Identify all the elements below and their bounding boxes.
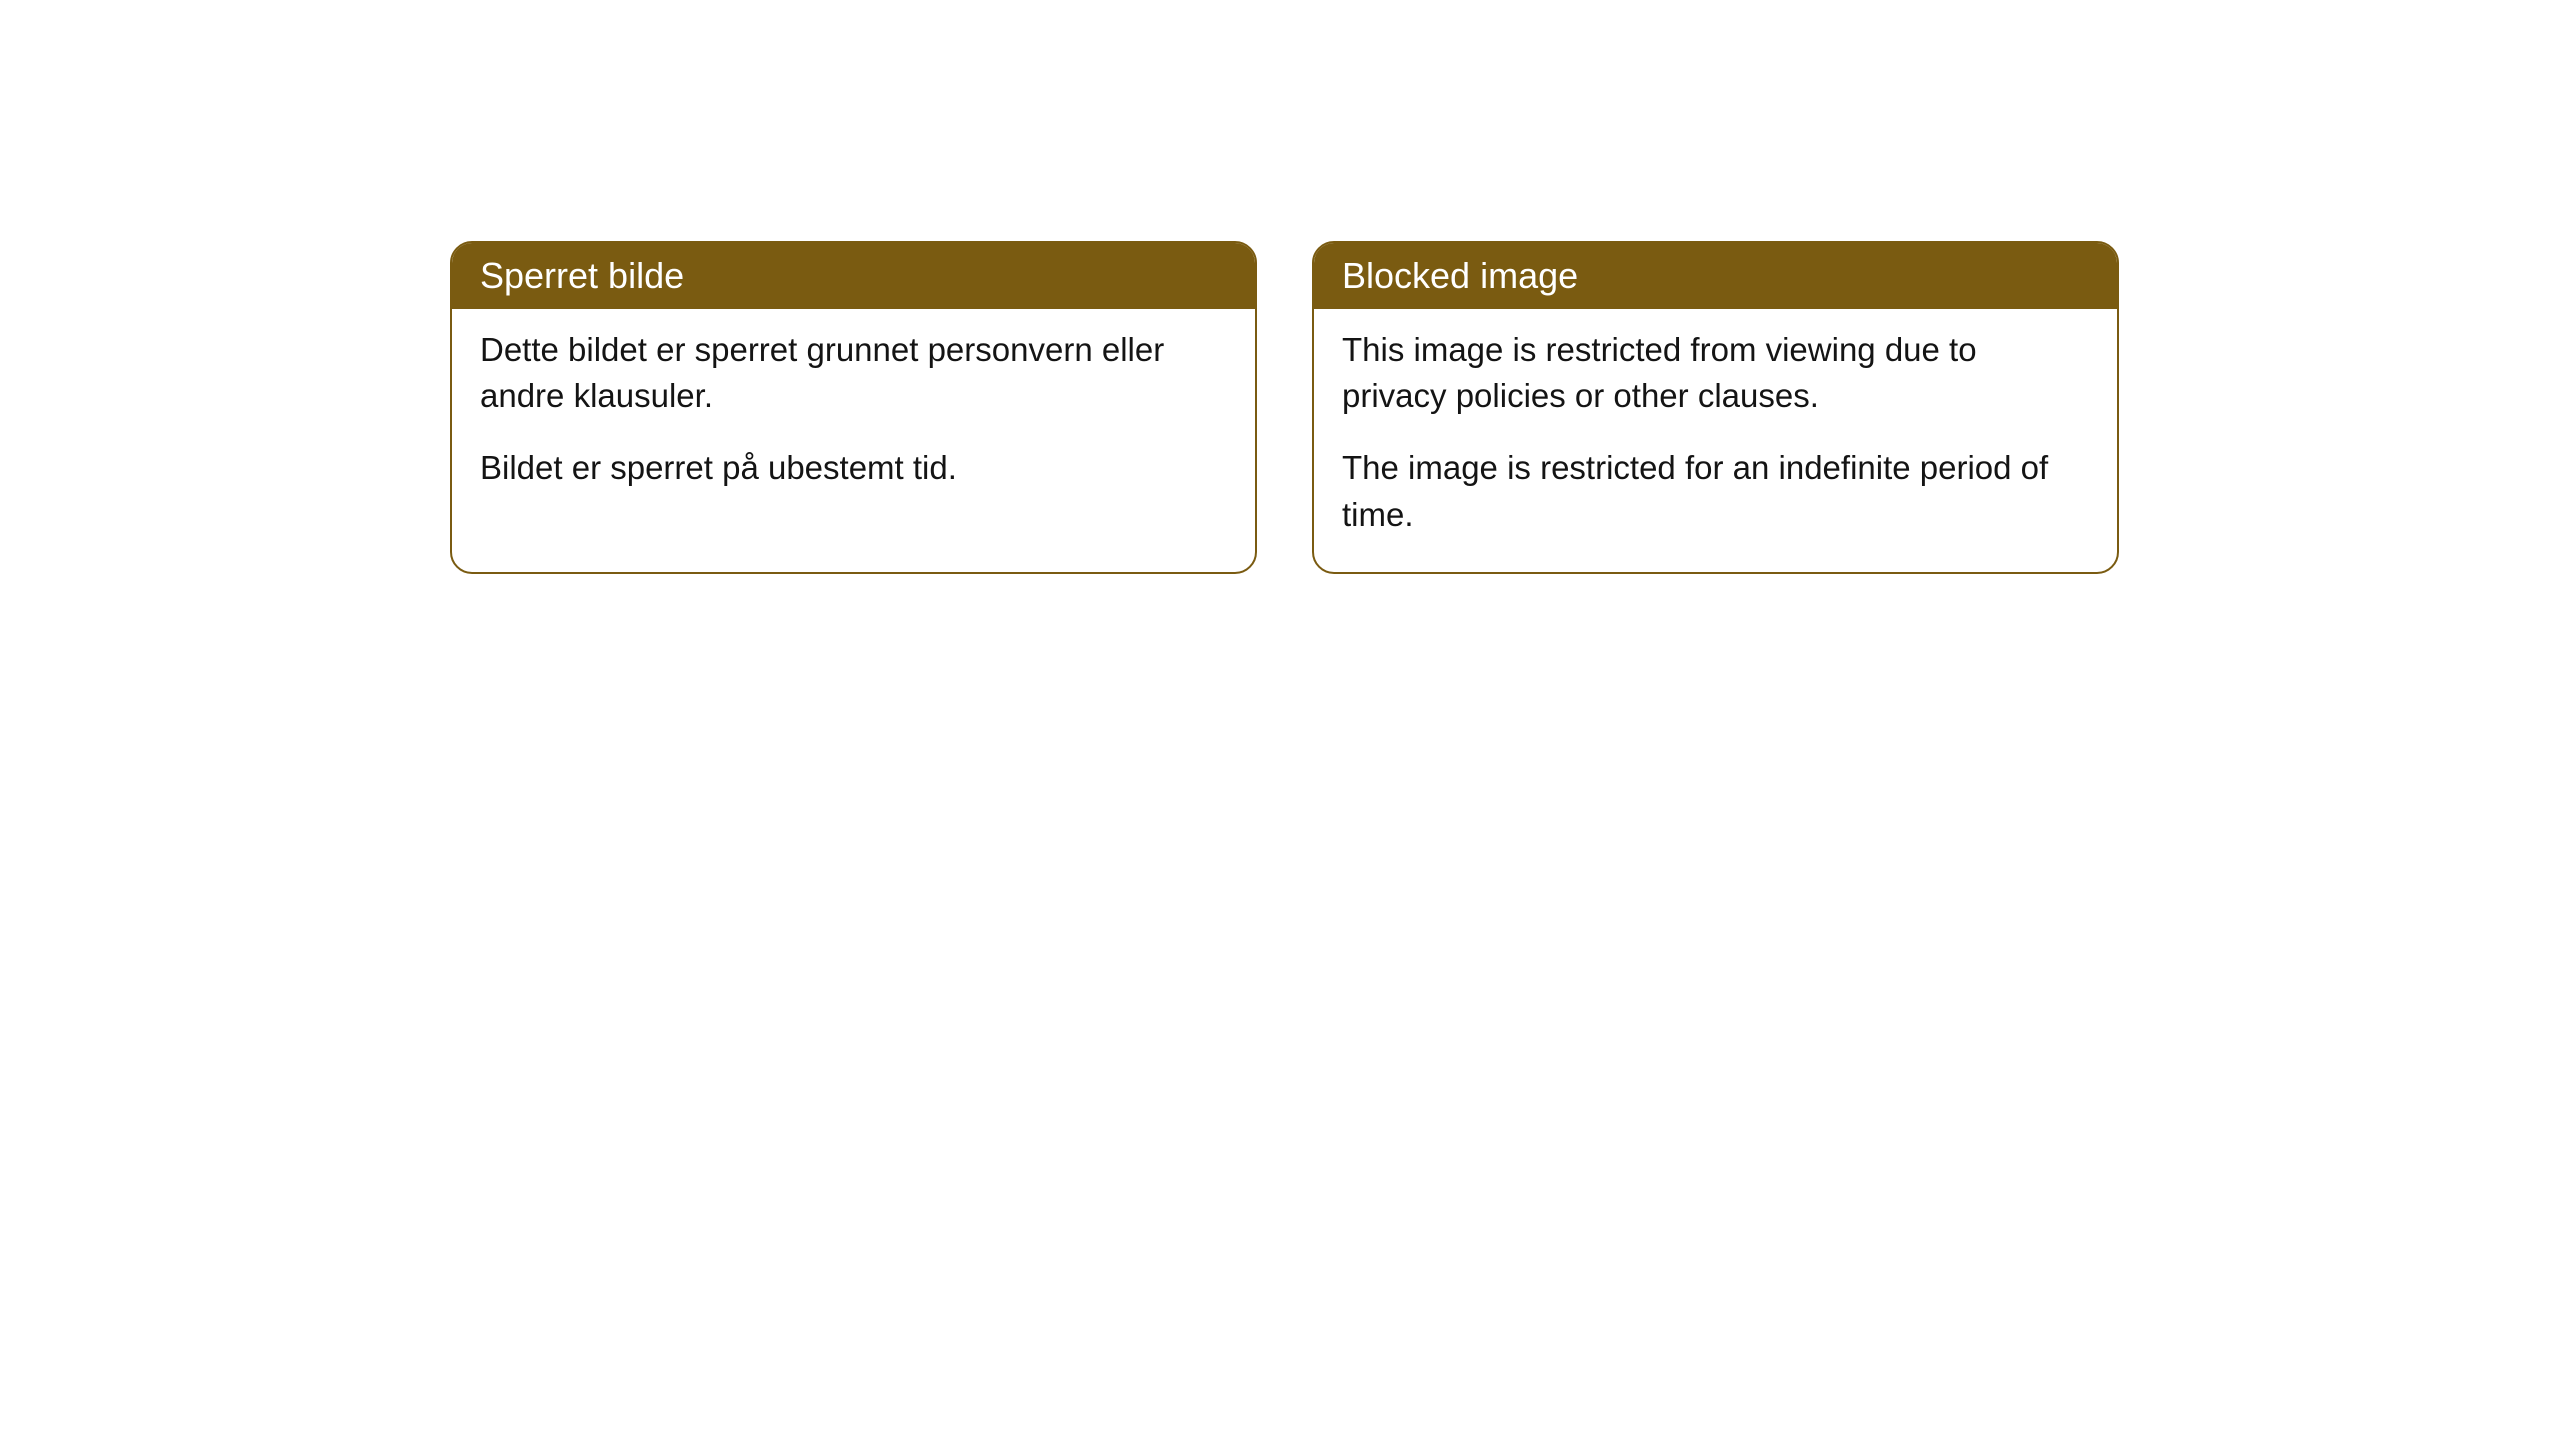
card-paragraph: Dette bildet er sperret grunnet personve… [480,327,1227,419]
card-paragraph: This image is restricted from viewing du… [1342,327,2089,419]
card-title: Sperret bilde [480,255,684,296]
blocked-image-card-norwegian: Sperret bilde Dette bildet er sperret gr… [450,241,1257,574]
card-header-english: Blocked image [1314,243,2117,309]
card-body-english: This image is restricted from viewing du… [1314,309,2117,572]
blocked-image-card-english: Blocked image This image is restricted f… [1312,241,2119,574]
cards-container: Sperret bilde Dette bildet er sperret gr… [0,0,2560,574]
card-paragraph: Bildet er sperret på ubestemt tid. [480,445,1227,491]
card-header-norwegian: Sperret bilde [452,243,1255,309]
card-paragraph: The image is restricted for an indefinit… [1342,445,2089,537]
card-body-norwegian: Dette bildet er sperret grunnet personve… [452,309,1255,526]
card-title: Blocked image [1342,255,1578,296]
